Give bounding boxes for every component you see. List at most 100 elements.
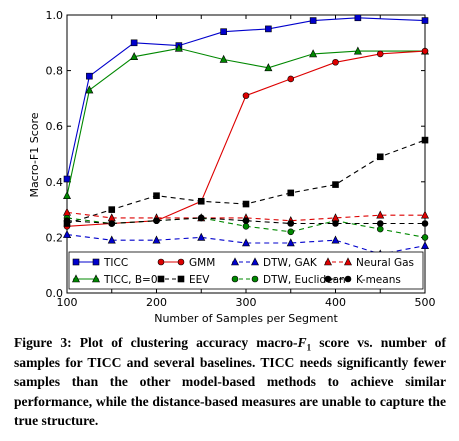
- series-k-means: [63, 214, 429, 227]
- x-tick-label: 400: [325, 296, 346, 309]
- data-point: [287, 220, 295, 227]
- data-point: [353, 46, 362, 55]
- data-point: [421, 241, 429, 250]
- data-point: [197, 214, 205, 222]
- series-line: [66, 139, 426, 225]
- data-point: [354, 14, 362, 22]
- legend-marker: [231, 275, 239, 283]
- data-point: [242, 92, 250, 99]
- legend: TICC GMM DTW, GAK Neural Gas TICC, B=0 EEV DTW…: [68, 251, 424, 290]
- x-tick-label: 500: [415, 296, 436, 309]
- data-point: [242, 222, 250, 230]
- series-eev: [63, 136, 429, 227]
- data-point: [421, 136, 429, 144]
- legend-item: DTW, Euclidean: [231, 274, 346, 286]
- y-tick-label: 0.8: [46, 65, 64, 78]
- series-layer: [63, 14, 429, 258]
- data-point: [108, 206, 116, 213]
- data-point: [130, 39, 138, 47]
- legend-item: GMM: [157, 257, 215, 269]
- series-dtw-gak: [63, 229, 429, 258]
- series-ticc: [63, 14, 429, 183]
- data-point: [108, 220, 116, 227]
- legend-item: K-means: [324, 274, 401, 286]
- y-tick-label: 0.4: [46, 176, 64, 189]
- data-point: [421, 220, 429, 227]
- y-tick-label: 0.0: [46, 287, 64, 300]
- data-point: [197, 232, 206, 241]
- data-point: [332, 58, 339, 66]
- series-line: [66, 217, 425, 225]
- series-line: [66, 50, 426, 227]
- series-line: [66, 234, 426, 255]
- legend-item: Neural Gas: [324, 257, 414, 269]
- legend-label: GMM: [189, 257, 215, 269]
- data-point: [242, 217, 250, 225]
- legend-item: EEV: [157, 274, 210, 286]
- series-line: [66, 211, 425, 222]
- legend-marker: [324, 275, 332, 283]
- legend-label: K-means: [356, 274, 401, 286]
- legend-marker: [157, 258, 165, 266]
- data-point: [287, 75, 295, 83]
- data-point: [130, 52, 139, 61]
- data-point: [309, 49, 318, 58]
- legend-marker: [251, 275, 259, 283]
- data-point: [332, 220, 339, 227]
- legend-marker: [231, 257, 239, 266]
- data-point: [376, 220, 384, 227]
- data-point: [63, 229, 71, 238]
- data-point: [332, 181, 339, 188]
- caption-part-2: score vs. number of samples for TICC and…: [14, 335, 446, 429]
- data-point: [421, 234, 429, 241]
- legend-label: DTW, GAK: [263, 257, 318, 269]
- data-point: [376, 225, 384, 233]
- data-point: [242, 238, 250, 247]
- data-point: [197, 197, 205, 205]
- plot-axes: 100 200 300 400 500 0.0 0.2 0.4 0.6 0.8 1.0: [46, 9, 436, 309]
- data-point: [286, 238, 295, 247]
- y-tick-label: 1.0: [46, 9, 64, 22]
- data-point: [421, 47, 429, 55]
- legend-marker: [177, 258, 185, 266]
- data-point: [63, 207, 71, 216]
- data-point: [153, 192, 160, 199]
- legend-item: TICC, B=0: [72, 274, 158, 286]
- caption-f-symbol: F: [297, 335, 307, 350]
- data-point: [287, 189, 295, 197]
- legend-label: EEV: [189, 274, 210, 286]
- legend-marker: [177, 275, 185, 283]
- figure-caption: Figure 3: Plot of clustering accuracy ma…: [14, 333, 446, 431]
- data-point: [220, 28, 227, 35]
- data-point: [153, 217, 160, 225]
- legend-marker: [157, 275, 165, 283]
- data-point: [219, 54, 228, 63]
- caption-part-1: Figure 3: Plot of clustering accuracy ma…: [14, 335, 298, 350]
- legend-label: TICC, B=0: [103, 274, 158, 286]
- legend-marker: [344, 257, 352, 266]
- data-point: [421, 210, 429, 219]
- y-axis-label: Macro-F1 Score: [28, 112, 41, 197]
- x-tick-label: 300: [236, 296, 257, 309]
- legend-label: TICC: [103, 257, 128, 269]
- data-point: [309, 17, 317, 24]
- legend-marker: [344, 275, 352, 283]
- y-tick-label: 0.2: [46, 231, 64, 244]
- series-line: [66, 47, 425, 196]
- data-point: [174, 43, 183, 52]
- data-point: [152, 235, 161, 244]
- data-point: [86, 72, 93, 80]
- y-tick-label: 0.6: [46, 120, 64, 133]
- x-tick-label: 200: [146, 296, 167, 309]
- data-point: [63, 217, 71, 225]
- data-point: [63, 175, 71, 183]
- data-point: [63, 191, 71, 199]
- series-ticc-b-0: [63, 43, 429, 199]
- legend-marker: [92, 274, 100, 283]
- legend-item: TICC: [72, 257, 128, 269]
- legend-marker: [72, 258, 80, 266]
- data-point: [376, 210, 385, 219]
- legend-box: [68, 251, 424, 290]
- data-point: [376, 50, 384, 58]
- x-axis-label: Number of Samples per Segment: [154, 312, 338, 325]
